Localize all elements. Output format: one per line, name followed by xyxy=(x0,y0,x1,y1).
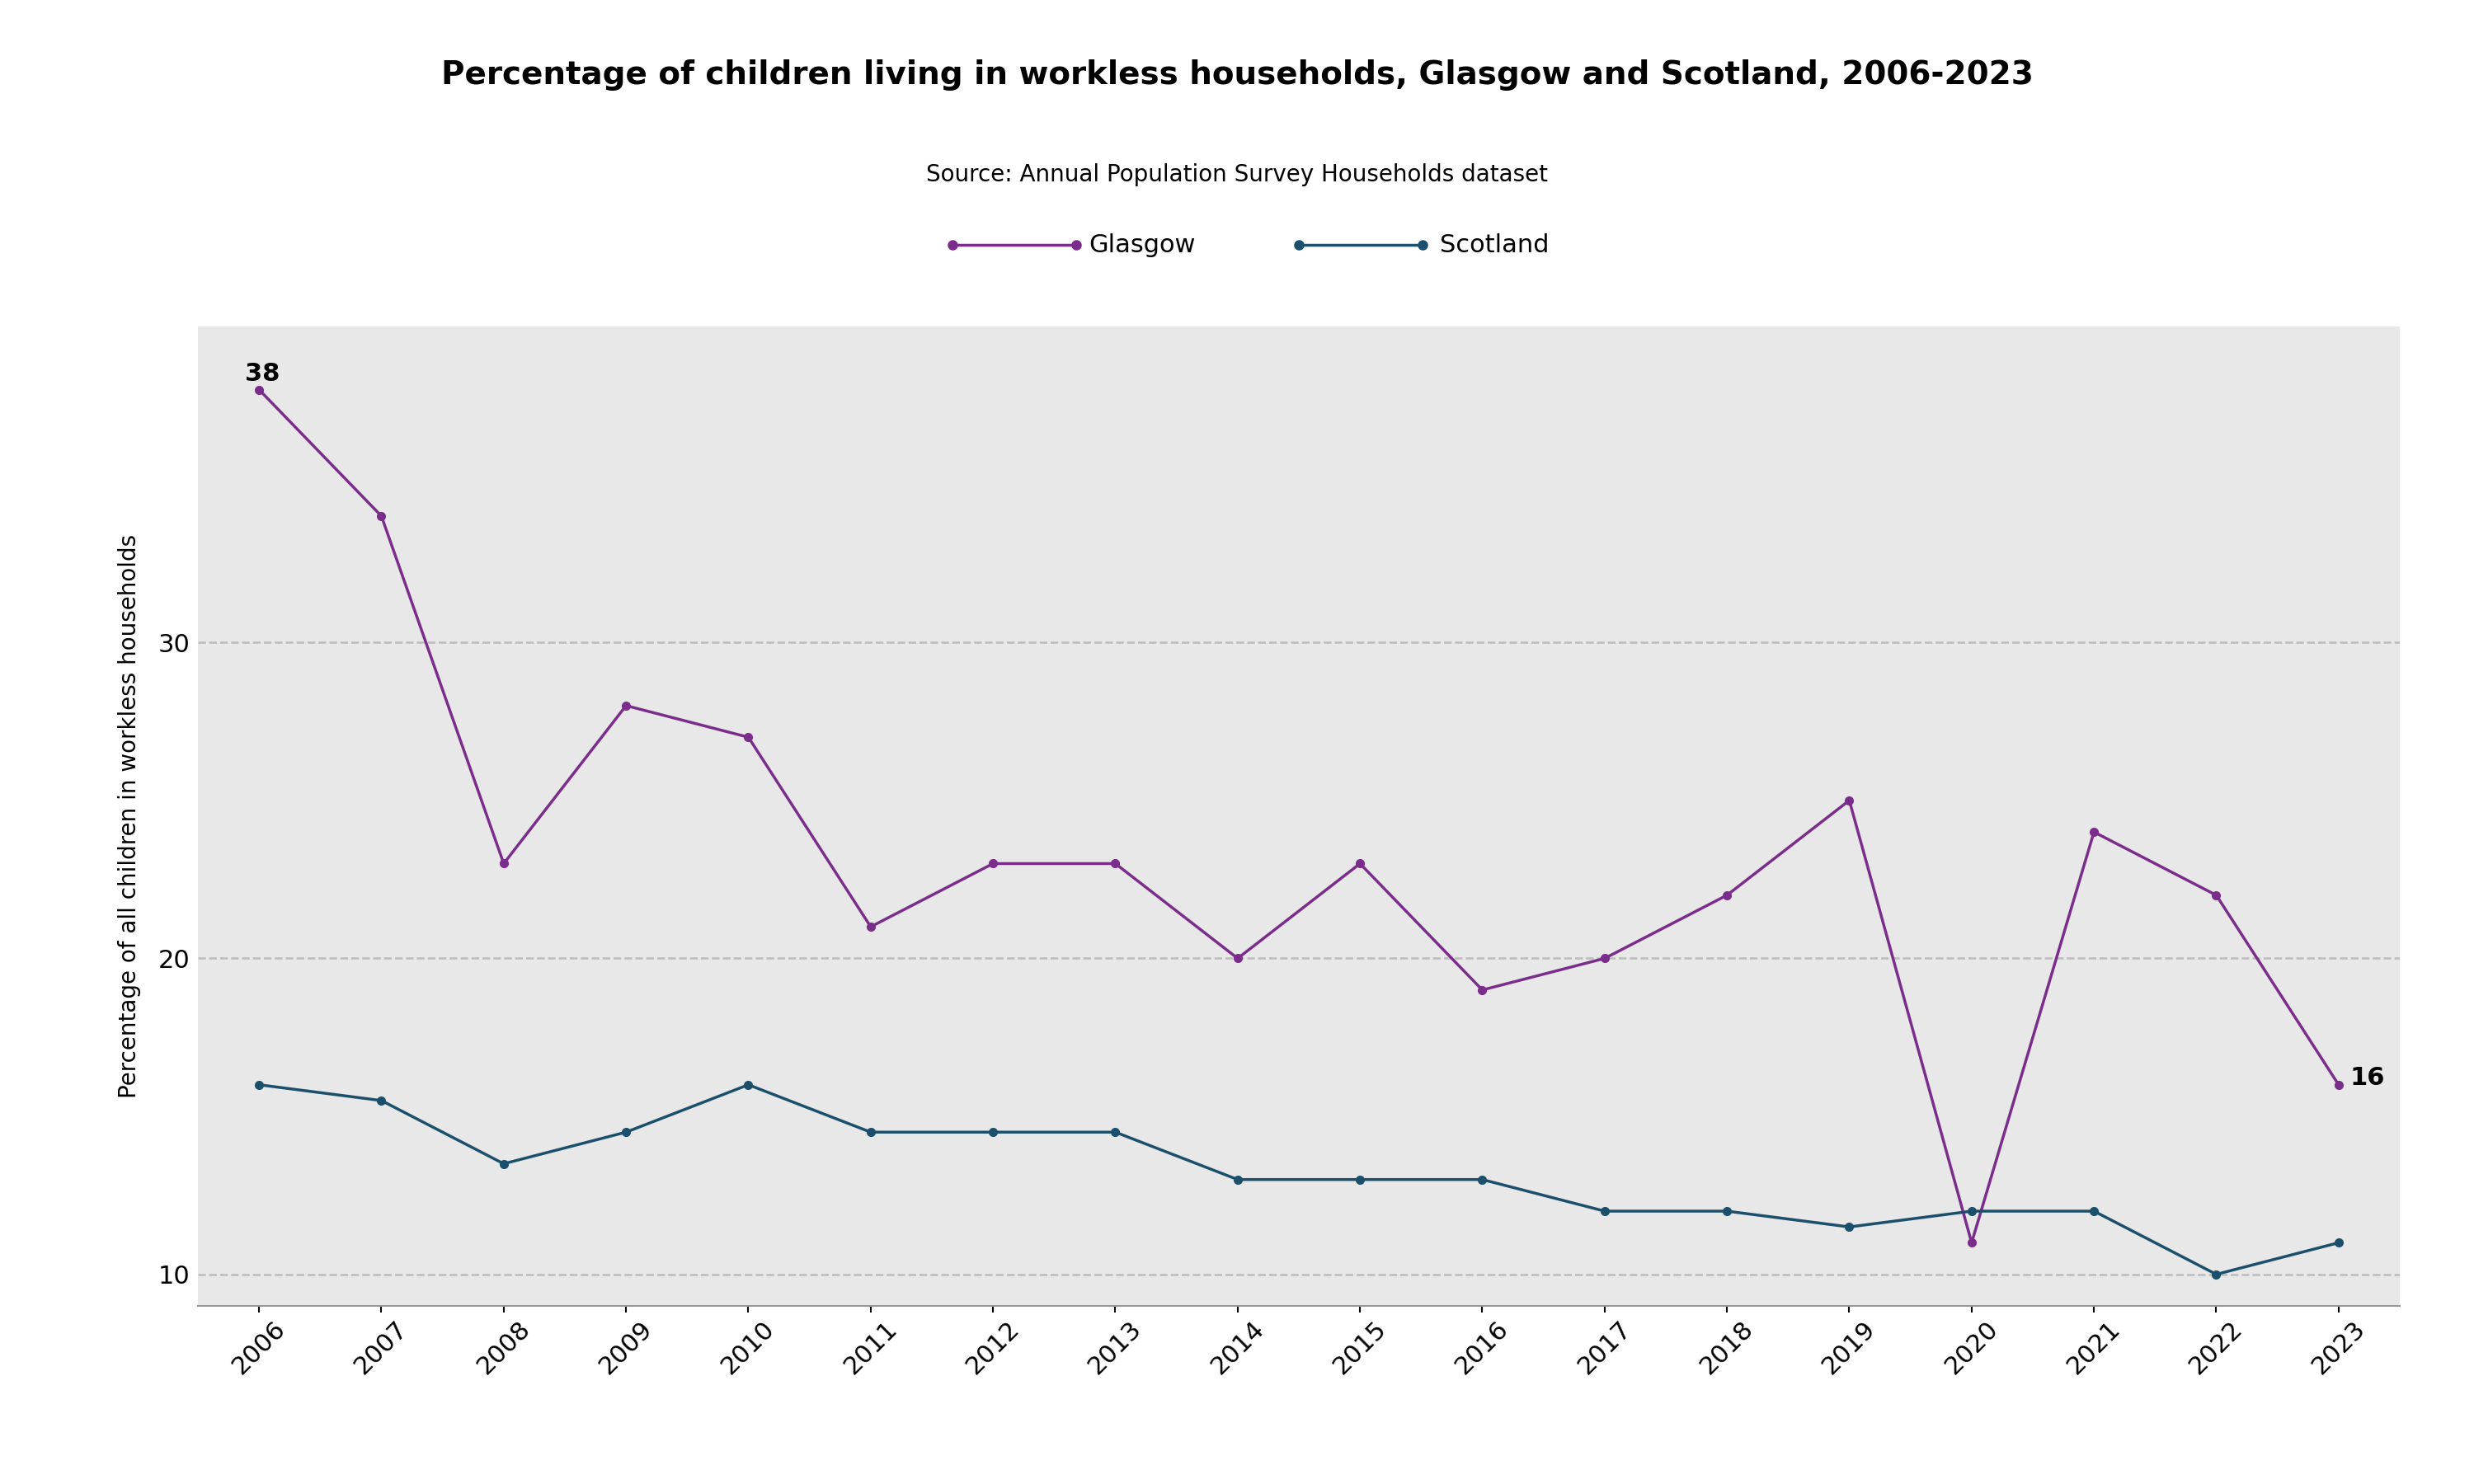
Y-axis label: Percentage of all children in workless households: Percentage of all children in workless h… xyxy=(119,534,141,1098)
Text: Source: Annual Population Survey Households dataset: Source: Annual Population Survey Househo… xyxy=(925,163,1549,187)
Text: 38: 38 xyxy=(245,362,280,386)
Text: Glasgow: Glasgow xyxy=(1089,233,1195,257)
Text: Percentage of children living in workless households, Glasgow and Scotland, 2006: Percentage of children living in workles… xyxy=(440,59,2034,91)
Text: Scotland: Scotland xyxy=(1440,233,1549,257)
Text: 16: 16 xyxy=(2350,1066,2385,1089)
